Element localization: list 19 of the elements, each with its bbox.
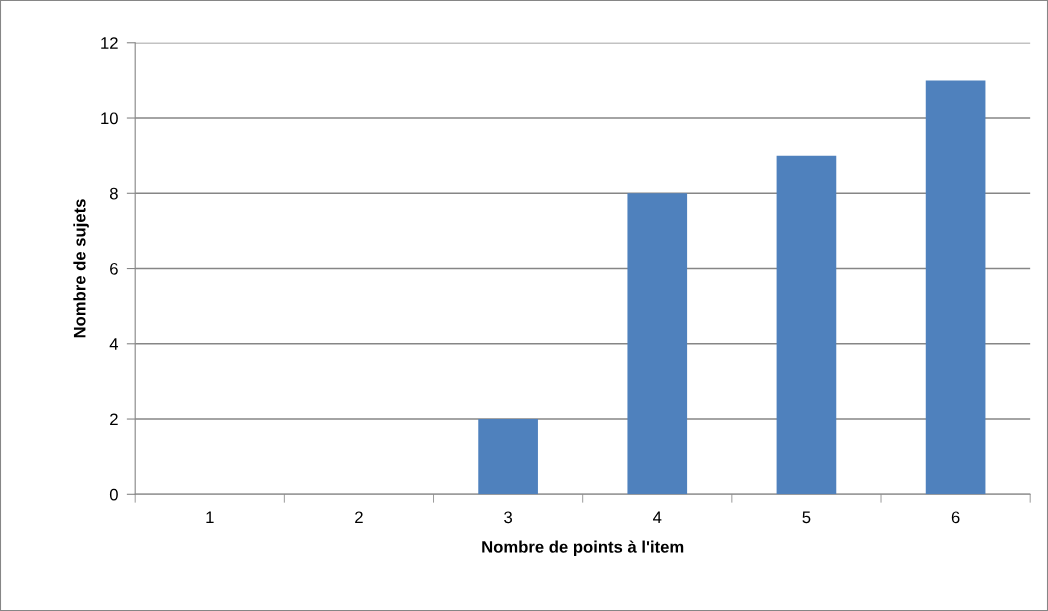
x-tick-label: 6: [951, 511, 960, 524]
x-tick-label: 4: [653, 511, 662, 524]
x-axis-title: Nombre de points à l'item: [482, 540, 684, 557]
y-axis-title: Nombre de sujets: [73, 199, 89, 338]
bar: [478, 419, 538, 495]
y-tick-label: 6: [110, 262, 118, 275]
bar: [925, 80, 986, 495]
bar: [627, 193, 688, 495]
y-tick-label: 2: [110, 413, 118, 426]
y-tick-label: 0: [109, 488, 118, 501]
bar: [776, 155, 837, 495]
x-tick-label: 3: [504, 511, 513, 524]
y-tick-label: 12: [101, 37, 118, 49]
y-tick-label: 10: [101, 112, 118, 125]
y-tick-label: 8: [109, 187, 118, 200]
x-tick-label: 2: [355, 511, 363, 524]
y-tick-label: 4: [109, 338, 119, 350]
x-tick-label: 5: [802, 511, 811, 524]
x-tick-label: 1: [206, 511, 214, 524]
